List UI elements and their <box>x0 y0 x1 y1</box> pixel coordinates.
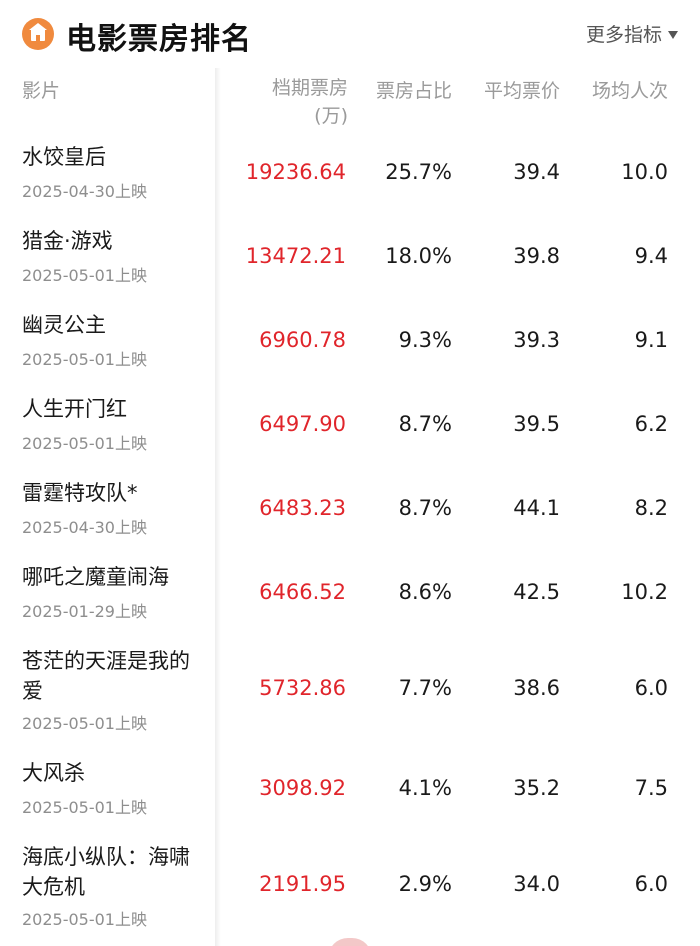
table-row[interactable]: 幽灵公主 2025-05-01上映 6960.78 9.3% 39.3 9.1 <box>0 310 700 380</box>
table-row[interactable]: 海底小纵队：海啸大危机 2025-05-01上映 2191.95 2.9% 34… <box>0 842 700 938</box>
release-date: 2025-04-30上映 <box>22 518 147 537</box>
more-metrics-button[interactable]: 更多指标 <box>586 20 678 47</box>
avg-price-value: 39.3 <box>513 328 560 352</box>
box-office-value: 5732.86 <box>259 676 346 700</box>
box-office-value: 6466.52 <box>259 580 346 604</box>
page-title: 电影票房排名 <box>66 22 252 57</box>
table-row[interactable]: 大风杀 2025-05-01上映 3098.92 4.1% 35.2 7.5 <box>0 758 700 828</box>
box-office-value: 19236.64 <box>245 160 346 184</box>
table-row[interactable]: 人生开门红 2025-05-01上映 6497.90 8.7% 39.5 6.2 <box>0 394 700 464</box>
release-date: 2025-05-01上映 <box>22 266 147 285</box>
avg-attendance-value: 10.2 <box>621 580 668 604</box>
box-office-label: 档期票房 <box>271 77 348 99</box>
table-row[interactable]: 哪吒之魔童闹海 2025-01-29上映 6466.52 8.6% 42.5 1… <box>0 562 700 632</box>
avg-price-value: 38.6 <box>513 676 560 700</box>
page-header: 电影票房排名 更多指标 <box>0 0 700 68</box>
share-value: 7.7% <box>398 676 452 700</box>
film-name: 人生开门红 <box>22 397 127 421</box>
share-value: 2.9% <box>398 872 452 896</box>
box-office-value: 6483.23 <box>259 496 346 520</box>
release-date: 2025-05-01上映 <box>22 910 147 929</box>
release-date: 2025-05-01上映 <box>22 798 147 817</box>
share-value: 8.7% <box>398 496 452 520</box>
avg-price-value: 34.0 <box>513 872 560 896</box>
box-office-value: 6497.90 <box>259 412 346 436</box>
film-name: 大风杀 <box>22 761 85 785</box>
column-divider <box>215 68 221 946</box>
avg-attendance-value: 6.2 <box>634 412 668 436</box>
app-logo-icon <box>22 18 54 50</box>
film-name: 哪吒之魔童闹海 <box>22 565 169 589</box>
table-row[interactable]: 水饺皇后 2025-04-30上映 19236.64 25.7% 39.4 10… <box>0 142 700 212</box>
box-office-value: 13472.21 <box>245 244 346 268</box>
share-value: 8.6% <box>398 580 452 604</box>
avg-attendance-value: 8.2 <box>634 496 668 520</box>
box-office-value: 3098.92 <box>259 776 346 800</box>
avg-attendance-value: 6.0 <box>634 872 668 896</box>
avg-attendance-value: 9.1 <box>634 328 668 352</box>
share-value: 8.7% <box>398 412 452 436</box>
column-header-avg-price[interactable]: 平均票价 <box>483 80 560 102</box>
share-value: 25.7% <box>385 160 452 184</box>
film-name: 苍茫的天涯是我的爱 <box>22 649 190 703</box>
avg-price-value: 39.5 <box>513 412 560 436</box>
avg-price-value: 35.2 <box>513 776 560 800</box>
share-value: 9.3% <box>398 328 452 352</box>
table-row[interactable]: 猎金·游戏 2025-05-01上映 13472.21 18.0% 39.8 9… <box>0 226 700 296</box>
release-date: 2025-05-01上映 <box>22 350 147 369</box>
release-date: 2025-05-01上映 <box>22 434 147 453</box>
film-name: 猎金·游戏 <box>22 229 113 253</box>
table-header: 影片 档期票房 (万) 票房占比 平均票价 场均人次 <box>0 68 700 132</box>
avg-price-value: 42.5 <box>513 580 560 604</box>
avg-attendance-value: 7.5 <box>634 776 668 800</box>
table-row[interactable]: 雷霆特攻队* 2025-04-30上映 6483.23 8.7% 44.1 8.… <box>0 478 700 548</box>
avg-attendance-value: 9.4 <box>634 244 668 268</box>
release-date: 2025-05-01上映 <box>22 714 147 733</box>
caret-down-icon <box>668 31 678 39</box>
film-name: 雷霆特攻队* <box>22 481 138 505</box>
release-date: 2025-01-29上映 <box>22 602 147 621</box>
film-name: 幽灵公主 <box>22 313 106 337</box>
film-name: 海底小纵队：海啸大危机 <box>22 845 190 899</box>
column-header-box-office[interactable]: 档期票房 (万) <box>272 74 348 130</box>
more-metrics-label: 更多指标 <box>585 24 662 46</box>
table-row[interactable]: 苍茫的天涯是我的爱 2025-05-01上映 5732.86 7.7% 38.6… <box>0 646 700 742</box>
share-value: 4.1% <box>398 776 452 800</box>
avg-price-value: 39.8 <box>513 244 560 268</box>
column-header-avg-attendance[interactable]: 场均人次 <box>591 80 668 102</box>
floating-action-button[interactable] <box>328 938 372 946</box>
release-date: 2025-04-30上映 <box>22 182 147 201</box>
avg-attendance-value: 6.0 <box>634 676 668 700</box>
share-value: 18.0% <box>385 244 452 268</box>
avg-attendance-value: 10.0 <box>621 160 668 184</box>
column-header-share[interactable]: 票房占比 <box>375 80 452 102</box>
box-office-value: 2191.95 <box>259 872 346 896</box>
avg-price-value: 44.1 <box>513 496 560 520</box>
box-office-unit: (万) <box>314 105 348 127</box>
box-office-value: 6960.78 <box>259 328 346 352</box>
film-name: 水饺皇后 <box>22 145 106 169</box>
avg-price-value: 39.4 <box>513 160 560 184</box>
column-header-film: 影片 <box>22 80 61 102</box>
